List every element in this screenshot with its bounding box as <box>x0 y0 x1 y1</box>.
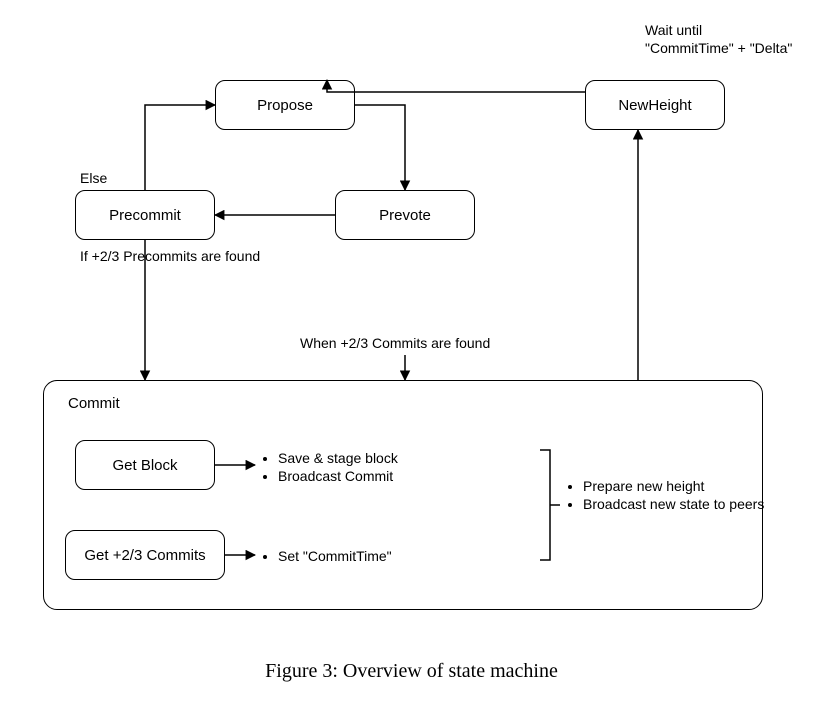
label-wait-until: Wait until "CommitTime" + "Delta" <box>645 22 792 57</box>
commit-label: Commit <box>68 395 120 412</box>
label-if-precommits: If +2/3 Precommits are found <box>80 248 260 264</box>
node-get-block: Get Block <box>75 440 215 490</box>
node-label: Precommit <box>109 207 181 224</box>
label-when-commits: When +2/3 Commits are found <box>300 335 490 351</box>
bullets-block: Save & stage block Broadcast Commit <box>260 448 398 486</box>
label-text: If +2/3 Precommits are found <box>80 248 260 264</box>
bullet-item: Broadcast new state to peers <box>583 496 764 512</box>
label-else: Else <box>80 170 107 186</box>
bullet-item: Prepare new height <box>583 478 764 494</box>
node-label: Prevote <box>379 207 431 224</box>
node-precommit: Precommit <box>75 190 215 240</box>
node-label: Get Block <box>112 457 177 474</box>
label-text: When +2/3 Commits are found <box>300 335 490 351</box>
bullets-commit: Set "CommitTime" <box>260 546 392 566</box>
diagram-canvas: Propose NewHeight Precommit Prevote Comm… <box>0 0 823 718</box>
bullet-item: Set "CommitTime" <box>278 548 392 564</box>
node-label: NewHeight <box>618 97 691 114</box>
node-prevote: Prevote <box>335 190 475 240</box>
caption-text: Figure 3: Overview of state machine <box>265 660 558 682</box>
label-text: Else <box>80 170 107 186</box>
bullets-next: Prepare new height Broadcast new state t… <box>565 476 764 514</box>
bullet-item: Broadcast Commit <box>278 468 398 484</box>
node-label: Propose <box>257 97 313 114</box>
bullet-item: Save & stage block <box>278 450 398 466</box>
label-line: "CommitTime" + "Delta" <box>645 40 792 56</box>
label-line: Wait until <box>645 22 702 38</box>
node-propose: Propose <box>215 80 355 130</box>
node-newheight: NewHeight <box>585 80 725 130</box>
figure-caption: Figure 3: Overview of state machine <box>0 660 823 683</box>
node-label: Get +2/3 Commits <box>84 547 205 564</box>
node-get-commits: Get +2/3 Commits <box>65 530 225 580</box>
